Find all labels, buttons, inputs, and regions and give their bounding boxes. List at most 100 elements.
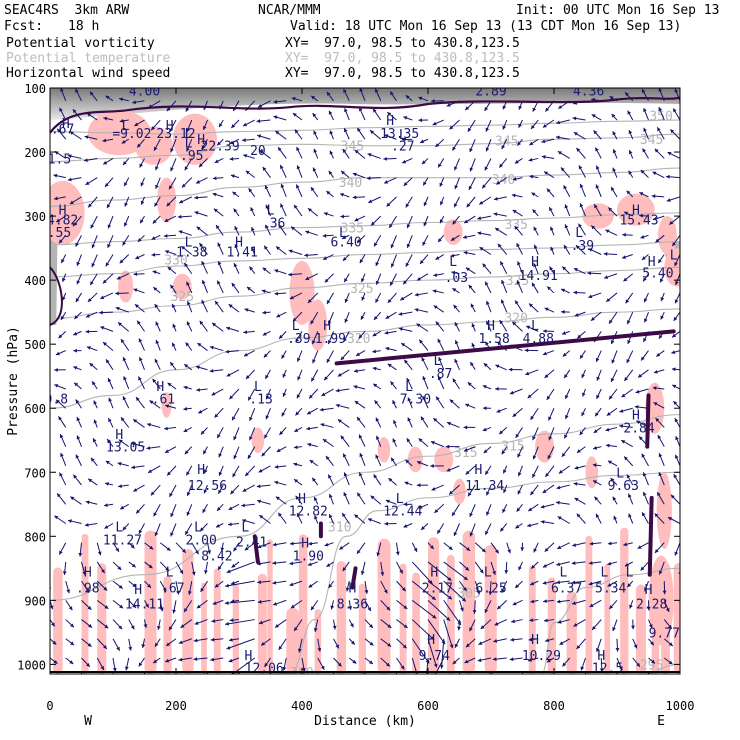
wind-vector-head (499, 430, 504, 435)
wind-vector-head (184, 450, 189, 455)
west-label: W (84, 714, 92, 729)
wind-vector-head (60, 88, 64, 92)
wind-vector-head (497, 341, 502, 346)
wind-vector-head (625, 299, 630, 304)
wind-vector-head (197, 343, 202, 347)
wind-vector-head (107, 224, 112, 229)
wind-vector-head (123, 376, 127, 381)
wind-vector-head (454, 322, 459, 327)
wind-vector-head (212, 176, 217, 181)
pv-streak (566, 591, 577, 674)
wind-vector-head (119, 259, 124, 264)
wind-vector-head (324, 376, 328, 381)
wind-vector-head (155, 339, 160, 344)
wind-vector-head (280, 164, 284, 169)
wind-vector-head (40, 356, 44, 360)
wind-vector-head (247, 454, 252, 459)
wind-vector-head (139, 356, 143, 361)
wind-vector-head (200, 430, 205, 435)
wind-vector-head (264, 662, 269, 667)
wind-vector-head (609, 96, 614, 100)
wind-vector-head (359, 472, 363, 477)
pv-extremum-label: H (235, 236, 243, 251)
wind-vector-head (470, 362, 474, 367)
wind-vector-head (564, 434, 568, 439)
wind-vector-head (226, 326, 231, 331)
wind-vector-head (546, 395, 551, 400)
wind-vector (679, 600, 680, 602)
wind-vector-head (627, 583, 632, 588)
pv-patch (582, 203, 614, 229)
wind-vector-head (289, 541, 294, 546)
wind-vector-head (582, 392, 586, 397)
wind-vector-head (59, 472, 63, 477)
wind-vector-head (62, 296, 66, 301)
wind-vector-head (548, 436, 553, 441)
wind-vector-head (672, 384, 677, 389)
wind-vector-head (430, 545, 434, 550)
pv-streak (97, 563, 107, 674)
wind-vector-head (485, 147, 490, 152)
pv-streak (286, 607, 300, 674)
pv-patch (617, 193, 655, 226)
wind-vector-head (133, 488, 138, 492)
wind-vector-head (398, 327, 403, 331)
wind-vector-head (326, 300, 331, 305)
wind-vector-head (509, 390, 514, 395)
field-xy-pv: XY= 97.0, 98.5 to 430.8,123.5 (285, 36, 520, 51)
wind-vector-head (628, 130, 633, 135)
wind-vector-head (115, 306, 120, 311)
wind-vector-head (615, 647, 620, 652)
wind-vector-head (218, 471, 223, 476)
wind-vector-head (563, 185, 567, 190)
wind-vector-head (89, 363, 94, 367)
wind-vector-head (313, 627, 318, 632)
wind-vector-head (150, 491, 155, 496)
wind-vector-head (202, 125, 207, 130)
wind-vector-head (530, 415, 535, 420)
pv-streak (399, 563, 407, 674)
wind-vector-head (340, 193, 344, 197)
wind-vector-head (357, 239, 362, 243)
wind-vector-head (105, 182, 109, 187)
wind-vector (441, 638, 445, 669)
pv-patch (172, 273, 192, 300)
wind-vector-head (313, 496, 318, 501)
wind-vector-head (561, 452, 566, 457)
wind-vector-head (605, 443, 610, 448)
wind-vector-head (149, 400, 154, 405)
wind-vector-head (154, 642, 159, 647)
wind-vector-head (281, 412, 286, 417)
wind-vector-head (251, 227, 255, 232)
wind-vector-head (401, 343, 406, 347)
wind-vector-head (250, 207, 254, 212)
wind-vector-head (438, 163, 442, 168)
pv-streak (201, 582, 207, 674)
wind-vector-head (514, 225, 519, 230)
wind-vector (50, 118, 51, 121)
wind-vector-head (384, 134, 389, 138)
wind-vector-head (124, 666, 129, 671)
pv-extremum-label: .27 (391, 140, 414, 155)
wind-vector-head (387, 299, 392, 303)
wind-vector-head (357, 127, 361, 132)
wind-vector-head (423, 202, 428, 207)
pv-patch (172, 113, 217, 165)
wind-vector-head (544, 171, 549, 176)
wind-vector-head (297, 648, 302, 653)
wind-vector-head (167, 382, 172, 387)
wind-vector-head (673, 108, 677, 113)
wind-vector-head (390, 381, 395, 386)
x-tick-label: 0 (46, 699, 53, 713)
wind-vector-head (376, 435, 380, 440)
wind-vector-head (666, 198, 671, 202)
wind-vector-head (312, 167, 317, 172)
wind-vector-head (517, 453, 521, 458)
wind-vector-head (390, 281, 394, 286)
pv-extremum-label: H (632, 409, 640, 424)
wind-vector-head (517, 261, 521, 266)
wind-vector-head (561, 310, 565, 314)
wind-vector-head (288, 272, 292, 277)
pv-extremum-label: .13 (249, 393, 272, 408)
wind-vector-head (507, 549, 511, 554)
